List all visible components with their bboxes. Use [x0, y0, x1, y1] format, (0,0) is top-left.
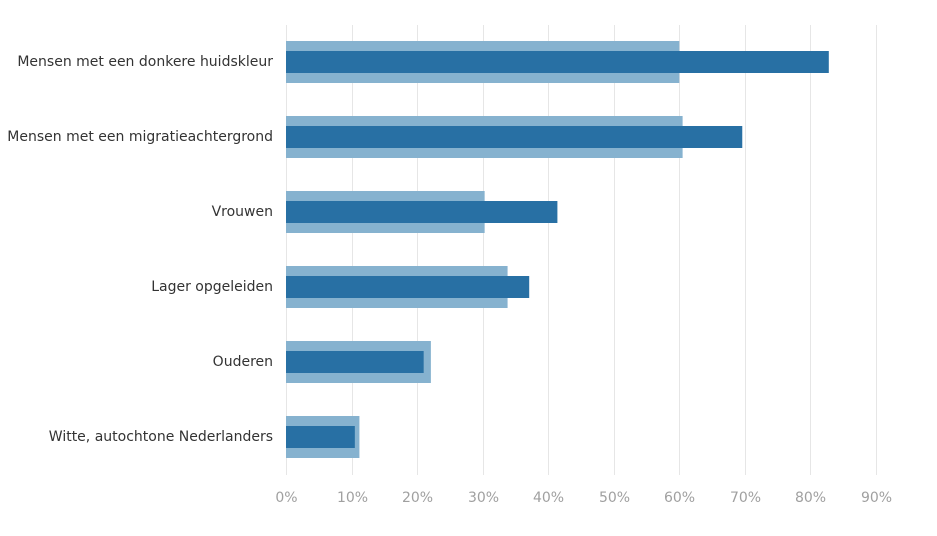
x-tick-label: 60%: [664, 490, 695, 506]
x-tick-label: 10%: [337, 490, 368, 506]
bar-inner[interactable]: [286, 201, 558, 223]
x-tick-label: 50%: [599, 490, 630, 506]
bar-inner[interactable]: [286, 126, 743, 148]
x-tick-label: 90%: [861, 490, 892, 506]
category-label: Ouderen: [213, 354, 273, 370]
gridlines: [286, 25, 877, 475]
bars: [286, 41, 829, 458]
x-tick-label: 0%: [275, 490, 297, 506]
category-labels: Mensen met een donkere huidskleur Mensen …: [7, 54, 273, 445]
category-label: Witte, autochtone Nederlanders: [49, 429, 273, 445]
category-label: Vrouwen: [212, 204, 273, 220]
x-tick-label: 80%: [795, 490, 826, 506]
category-label: Mensen met een migratieachtergrond: [7, 129, 273, 145]
category-label: Lager opgeleiden: [151, 279, 273, 295]
bar-inner[interactable]: [286, 276, 530, 298]
x-tick-label: 40%: [533, 490, 564, 506]
x-tick-label: 20%: [402, 490, 433, 506]
category-label: Mensen met een donkere huidskleur: [17, 54, 273, 70]
bar-inner[interactable]: [286, 426, 355, 448]
bar-inner[interactable]: [286, 351, 424, 373]
x-tick-label: 30%: [468, 490, 499, 506]
bar-inner[interactable]: [286, 51, 829, 73]
x-tick-label: 70%: [730, 490, 761, 506]
x-axis-ticks: 0% 10% 20% 30% 40% 50% 60% 70% 80% 90%: [275, 490, 892, 506]
